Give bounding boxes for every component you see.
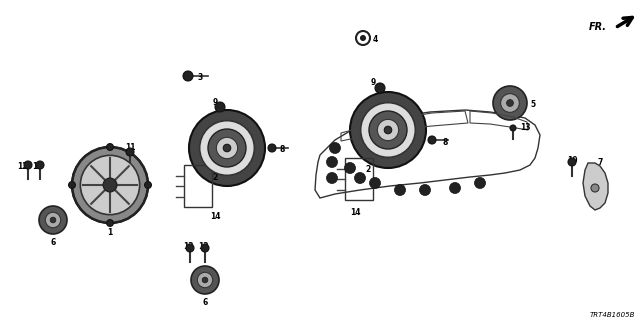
Circle shape (419, 185, 431, 196)
Circle shape (369, 111, 407, 149)
Circle shape (223, 144, 231, 152)
Text: FR.: FR. (589, 22, 607, 32)
Circle shape (72, 147, 148, 223)
Text: 2: 2 (365, 165, 371, 174)
Text: 6: 6 (51, 238, 56, 247)
Circle shape (200, 121, 254, 175)
Circle shape (145, 181, 152, 188)
Text: 12: 12 (32, 162, 42, 171)
Circle shape (183, 71, 193, 81)
Circle shape (50, 217, 56, 223)
Circle shape (369, 178, 381, 188)
Circle shape (507, 100, 513, 106)
Circle shape (201, 244, 209, 252)
Circle shape (344, 163, 355, 173)
Circle shape (449, 182, 461, 194)
Text: 5: 5 (531, 100, 536, 109)
Bar (184, 165, 212, 207)
Polygon shape (583, 163, 608, 210)
Circle shape (568, 158, 576, 166)
Text: 9: 9 (212, 98, 218, 107)
Circle shape (428, 136, 436, 144)
Text: 8: 8 (279, 145, 285, 154)
Circle shape (268, 144, 276, 152)
Text: 14: 14 (349, 208, 360, 217)
Text: 14: 14 (210, 212, 220, 221)
Text: 4: 4 (372, 35, 378, 44)
Circle shape (493, 86, 527, 120)
Circle shape (378, 119, 399, 140)
Circle shape (126, 148, 134, 156)
Circle shape (591, 184, 599, 192)
Bar (345, 158, 373, 200)
Circle shape (81, 156, 140, 215)
Text: 12: 12 (198, 242, 208, 251)
Text: TRT4B1605B: TRT4B1605B (589, 312, 635, 318)
Circle shape (208, 129, 246, 167)
Circle shape (360, 36, 365, 40)
Circle shape (186, 244, 194, 252)
Circle shape (355, 172, 365, 183)
Circle shape (24, 161, 32, 169)
Circle shape (45, 212, 61, 228)
Circle shape (510, 125, 516, 131)
Text: 1: 1 (108, 228, 113, 237)
Text: 10: 10 (567, 156, 577, 165)
Circle shape (197, 272, 212, 288)
Circle shape (189, 110, 265, 186)
Circle shape (191, 266, 219, 294)
Text: 12: 12 (17, 162, 28, 171)
Circle shape (107, 144, 113, 150)
Circle shape (215, 102, 225, 112)
Text: 3: 3 (197, 73, 203, 82)
Circle shape (474, 178, 486, 188)
Text: 11: 11 (125, 143, 135, 152)
Circle shape (330, 142, 340, 154)
Circle shape (350, 92, 426, 168)
Text: 12: 12 (183, 242, 193, 251)
Circle shape (68, 181, 76, 188)
Text: 9: 9 (371, 78, 376, 87)
Circle shape (326, 172, 337, 183)
Circle shape (107, 220, 113, 227)
Text: 6: 6 (202, 298, 207, 307)
Text: 8: 8 (442, 138, 448, 147)
Circle shape (216, 137, 237, 159)
Circle shape (361, 103, 415, 157)
Text: 2: 2 (212, 173, 218, 182)
Circle shape (384, 126, 392, 134)
Circle shape (202, 277, 208, 283)
Circle shape (103, 178, 117, 192)
Text: 7: 7 (597, 158, 603, 167)
Circle shape (36, 161, 44, 169)
Circle shape (39, 206, 67, 234)
Circle shape (375, 83, 385, 93)
Circle shape (394, 185, 406, 196)
Circle shape (500, 94, 519, 112)
Circle shape (326, 156, 337, 167)
Text: 13: 13 (520, 123, 531, 132)
